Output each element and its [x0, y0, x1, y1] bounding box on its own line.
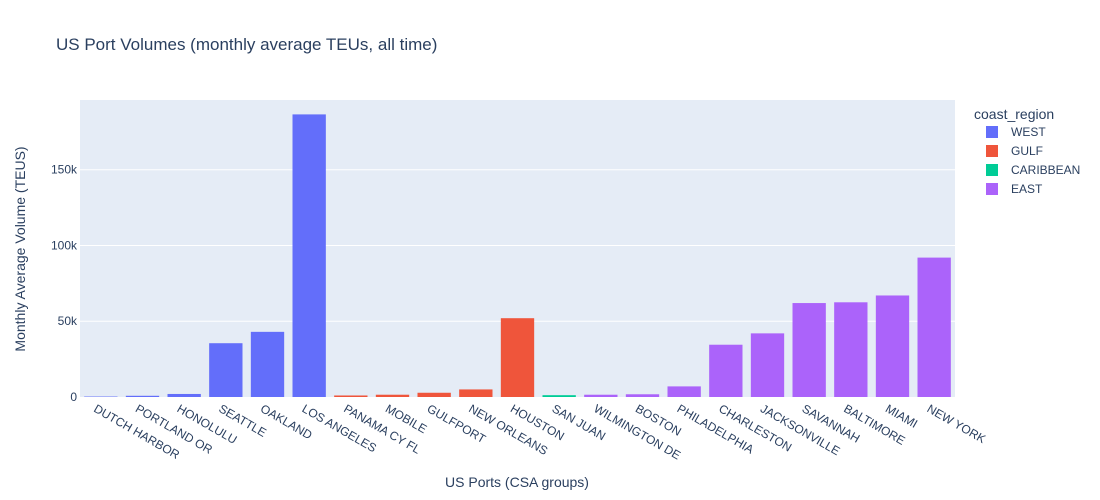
legend-title: coast_region	[974, 106, 1054, 122]
bar	[917, 257, 951, 397]
y-tick-label: 50k	[58, 314, 78, 328]
bars	[84, 114, 951, 397]
y-tick-label: 150k	[51, 163, 78, 177]
y-tick-label: 0	[70, 390, 77, 404]
bar	[875, 295, 910, 397]
bar	[209, 343, 243, 397]
y-tick-label: 100k	[51, 238, 78, 252]
bar	[584, 394, 618, 397]
bar	[709, 344, 743, 397]
x-axis-title: US Ports (CSA groups)	[445, 474, 589, 490]
bar	[375, 394, 410, 397]
legend-swatch	[986, 145, 998, 157]
bar	[750, 333, 785, 397]
legend: coast_region WEST GULF CARIBBEAN EAST	[974, 106, 1080, 196]
bar	[542, 395, 576, 397]
legend-label: WEST	[1011, 125, 1046, 139]
legend-swatch	[986, 183, 998, 195]
bar	[125, 395, 160, 397]
legend-label: GULF	[1011, 144, 1043, 158]
bar	[250, 331, 285, 397]
legend-label: EAST	[1011, 182, 1043, 196]
bar	[334, 395, 368, 397]
legend-label: CARIBBEAN	[1011, 163, 1080, 177]
bar	[459, 389, 493, 397]
y-axis-ticks: 0 50k 100k 150k	[51, 163, 78, 404]
bar	[792, 303, 826, 397]
bar	[167, 393, 201, 397]
bar	[834, 302, 868, 397]
y-axis-title: Monthly Average Volume (TEUS)	[12, 146, 28, 351]
legend-swatch	[986, 164, 998, 176]
bar	[417, 392, 451, 397]
bar	[625, 394, 660, 397]
chart-title: US Port Volumes (monthly average TEUs, a…	[56, 35, 437, 54]
x-tick-label: NEW YORK	[925, 401, 988, 446]
bar	[292, 114, 326, 397]
bar	[667, 386, 701, 397]
legend-swatch	[986, 126, 998, 138]
bar	[500, 318, 535, 397]
